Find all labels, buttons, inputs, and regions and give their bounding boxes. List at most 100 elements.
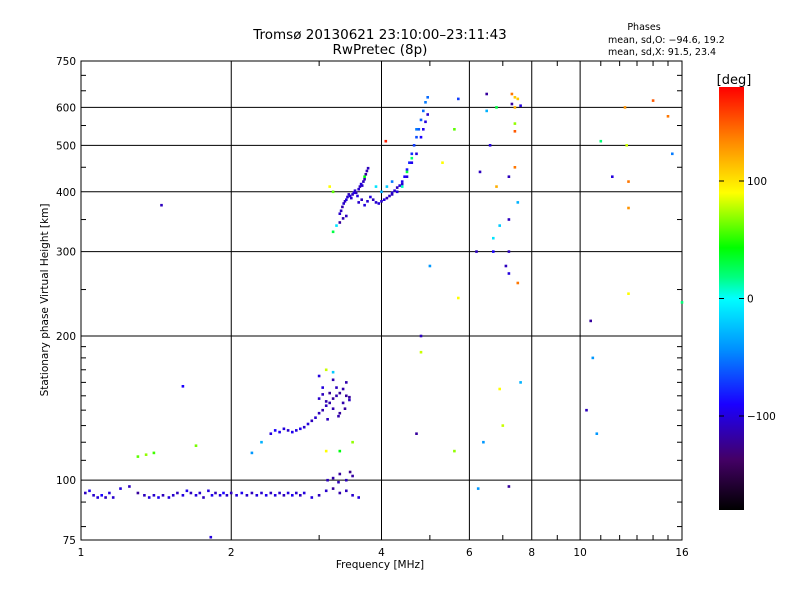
data-point [680, 301, 684, 304]
data-point [100, 494, 103, 497]
data-point [331, 378, 335, 382]
data-point [585, 408, 588, 412]
data-point [428, 264, 432, 268]
data-point [306, 422, 310, 426]
data-point [214, 491, 217, 495]
data-point [335, 224, 338, 227]
data-point [405, 175, 409, 178]
data-point [426, 96, 429, 99]
data-point [363, 175, 366, 178]
data-point [426, 113, 429, 116]
data-point [507, 272, 511, 275]
grid-lines [81, 61, 682, 540]
data-point [498, 387, 501, 391]
data-point [513, 122, 517, 125]
data-point [504, 264, 508, 268]
phases-info-o-mode: mean, sd,O: −94.6, 19.2 [608, 35, 725, 46]
data-point [492, 250, 495, 253]
data-point [599, 139, 603, 143]
data-point [328, 185, 331, 188]
data-point [625, 144, 628, 147]
data-point [341, 401, 345, 405]
data-point [351, 440, 354, 444]
data-point [388, 194, 391, 198]
data-point [357, 201, 360, 204]
data-point [519, 381, 522, 384]
data-point [478, 170, 482, 174]
data-point [453, 128, 456, 131]
data-point [345, 198, 348, 201]
colorbar-tick-label: 100 [747, 176, 767, 188]
data-point [595, 432, 599, 435]
data-point [84, 491, 87, 495]
data-point [143, 494, 146, 497]
colorbar-ticks: 100 0 −100 [719, 176, 776, 423]
data-point [331, 397, 335, 400]
chart-subtitle: RwPretec (8p) [333, 42, 428, 58]
data-point [348, 398, 351, 402]
data-point [255, 494, 259, 497]
data-point [513, 96, 517, 99]
data-point [371, 198, 375, 201]
data-point [345, 214, 348, 218]
data-point [331, 370, 335, 374]
data-point [348, 470, 352, 474]
data-point [495, 185, 498, 188]
data-point [278, 430, 281, 434]
data-point [507, 485, 511, 488]
x-tick-label: 10 [573, 547, 586, 559]
data-point [346, 195, 349, 199]
data-point [343, 407, 347, 410]
data-point [328, 401, 331, 405]
data-point [136, 491, 140, 495]
data-point [519, 104, 522, 107]
data-point [441, 161, 444, 164]
x-tick-label: 4 [378, 547, 385, 559]
data-point [627, 180, 630, 183]
data-point [348, 194, 352, 198]
data-point [351, 494, 354, 497]
data-point [345, 478, 348, 482]
data-point [498, 224, 501, 227]
x-tick-label: 16 [675, 547, 689, 559]
data-point [136, 455, 140, 458]
data-point [369, 195, 372, 199]
data-point [382, 198, 386, 201]
colorbar-label: [deg] [717, 73, 752, 88]
y-tick-label: 300 [56, 247, 76, 259]
data-point [324, 489, 328, 493]
data-point [395, 190, 399, 194]
data-point [260, 491, 263, 495]
data-point [415, 128, 418, 131]
data-point [408, 161, 411, 164]
data-point [623, 106, 627, 109]
data-point [185, 489, 189, 493]
data-point [286, 429, 290, 432]
data-point [96, 496, 99, 499]
data-point [338, 411, 342, 415]
data-point [476, 487, 480, 490]
data-point [282, 494, 286, 497]
data-point [412, 144, 416, 147]
data-point [513, 130, 517, 133]
data-point [88, 489, 91, 493]
data-point [366, 200, 369, 203]
y-axis-ticks: 750 600 500 400 300 200 100 75 [56, 56, 682, 547]
data-point [339, 209, 343, 213]
data-point [345, 381, 348, 384]
data-point [295, 429, 298, 432]
data-point [410, 161, 414, 164]
data-point [390, 180, 394, 183]
data-point [516, 281, 520, 285]
data-point [405, 168, 409, 171]
data-point [222, 491, 225, 495]
data-point [343, 200, 347, 203]
data-point [510, 92, 514, 96]
data-point [366, 166, 370, 170]
data-point [198, 491, 202, 495]
data-point [209, 535, 213, 539]
data-point [161, 494, 165, 497]
data-point [410, 152, 414, 156]
data-point [286, 491, 290, 495]
data-point [160, 203, 163, 207]
